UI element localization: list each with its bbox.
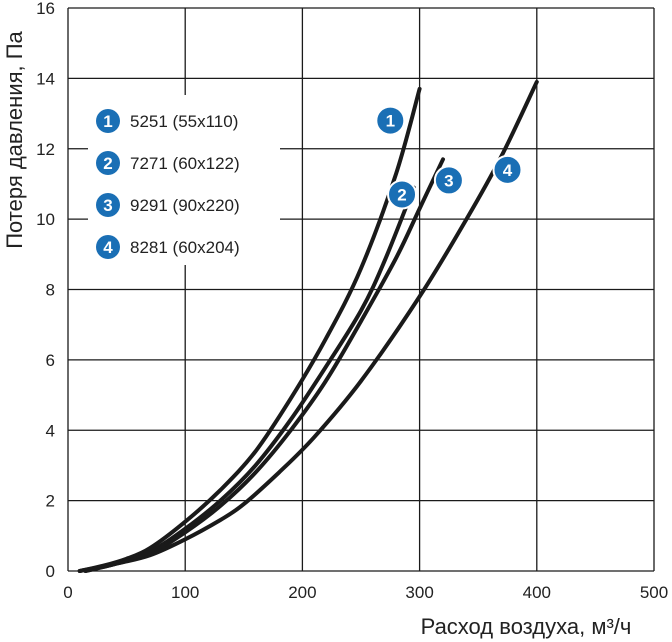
- legend-item: 4 8281 (60x204): [96, 235, 240, 259]
- curve-badge: 1: [375, 105, 406, 136]
- legend-badge-icon: [96, 151, 120, 175]
- legend-badge-number: 4: [103, 238, 113, 257]
- curve-badge: 2: [387, 179, 418, 210]
- curve-badge-icon: [387, 179, 418, 210]
- y-tick-label: 12: [36, 140, 55, 159]
- series: [77, 79, 539, 573]
- legend-item: 2 7271 (60x122): [96, 151, 240, 175]
- legend-label: 9291 (90x220): [130, 196, 240, 215]
- legend-badge-number: 3: [103, 196, 112, 215]
- curve-badge-number: 4: [503, 161, 513, 180]
- x-axis-title: Расход воздуха, м³/ч: [421, 614, 632, 639]
- x-tick-label: 100: [171, 583, 199, 602]
- y-axis-title: Потеря давления, Па: [2, 30, 27, 248]
- legend-item: 1 5251 (55x110): [96, 109, 238, 133]
- legend: 1 5251 (55x110) 2 7271 (60x122) 3 9291 (90x22…: [88, 95, 280, 265]
- grid: [67, 7, 655, 572]
- curve-badge-icon: [375, 105, 406, 136]
- curve-badge: 3: [433, 165, 464, 196]
- series-line-4: [77, 79, 539, 573]
- y-tick-label: 10: [36, 210, 55, 229]
- x-tick-label: 0: [63, 583, 72, 602]
- legend-badge-number: 2: [103, 154, 112, 173]
- legend-label: 7271 (60x122): [130, 154, 240, 173]
- x-tick-label: 200: [288, 583, 316, 602]
- y-tick-label: 4: [46, 421, 55, 440]
- curve-badge-number: 1: [386, 112, 395, 131]
- legend-label: 8281 (60x204): [130, 238, 240, 257]
- curve-badge-number: 3: [444, 171, 453, 190]
- legend-box: [88, 95, 280, 265]
- legend-badge-icon: [96, 193, 120, 217]
- x-tick-label: 500: [640, 583, 668, 602]
- curve-badge: 4: [492, 154, 523, 185]
- y-tick-label: 0: [46, 562, 55, 581]
- x-tick-label: 400: [523, 583, 551, 602]
- x-tick-label: 300: [405, 583, 433, 602]
- y-tick-label: 2: [46, 492, 55, 511]
- legend-badge-icon: [96, 235, 120, 259]
- curve-badge-number: 2: [397, 185, 406, 204]
- legend-label: 5251 (55x110): [130, 112, 238, 131]
- y-tick-label: 16: [36, 0, 55, 18]
- curve-badges: 1 2 3 4: [375, 105, 523, 210]
- y-tick-label: 6: [46, 351, 55, 370]
- y-tick-label: 8: [46, 281, 55, 300]
- legend-item: 3 9291 (90x220): [96, 193, 240, 217]
- curve-badge-icon: [433, 165, 464, 196]
- curve-badge-icon: [492, 154, 523, 185]
- legend-badge-icon: [96, 109, 120, 133]
- legend-badge-number: 1: [103, 112, 112, 131]
- y-tick-label: 14: [36, 69, 55, 88]
